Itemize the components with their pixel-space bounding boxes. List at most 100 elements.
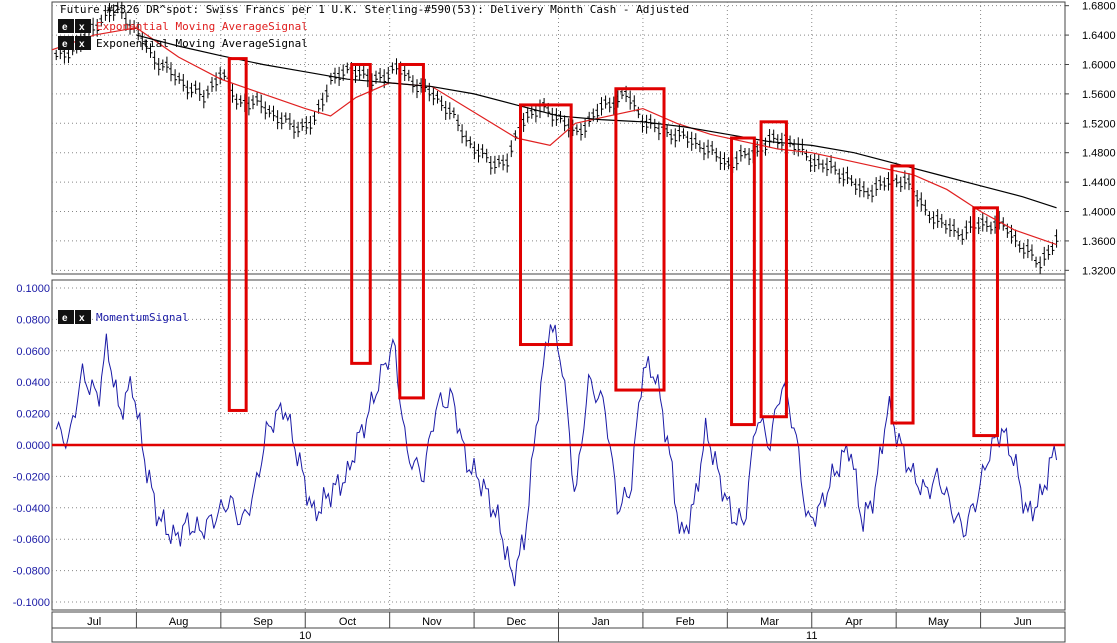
expand-button[interactable] [58, 310, 74, 324]
price-bar [771, 129, 776, 144]
price-bar [251, 95, 256, 110]
price-bar [669, 129, 674, 145]
price-bar [95, 18, 100, 37]
price-bar [210, 76, 215, 92]
price-bar [406, 69, 411, 82]
price-bar [677, 124, 682, 142]
price-bar [1025, 238, 1030, 259]
price-bar [238, 95, 243, 108]
price-bar [455, 114, 460, 132]
price-bar [435, 90, 440, 104]
price-bar [333, 67, 338, 84]
price-tick-label: 1.5200 [1082, 118, 1116, 130]
close-button[interactable] [75, 36, 91, 50]
price-bar [218, 67, 223, 85]
expand-button[interactable] [58, 36, 74, 50]
price-tick-label: 1.3200 [1082, 265, 1116, 277]
price-bar [632, 95, 637, 112]
price-bar [562, 115, 567, 132]
price-bar [644, 114, 649, 134]
price-bar [501, 154, 506, 171]
price-bar [480, 144, 485, 159]
price-bar [287, 113, 292, 130]
price-bar [960, 229, 965, 245]
price-bar [509, 140, 514, 158]
close-button[interactable] [75, 310, 91, 324]
price-bar [320, 92, 325, 112]
price-bar [148, 43, 153, 58]
price-bar [898, 176, 903, 192]
price-bar [484, 148, 489, 163]
price-bar [943, 219, 948, 234]
price-bar [123, 11, 128, 31]
price-bar [792, 139, 797, 156]
price-bar [410, 75, 415, 93]
momentum-tick-label: 0.0000 [16, 440, 50, 452]
price-bar [865, 187, 870, 200]
price-bar [1038, 256, 1043, 274]
price-bar [1054, 229, 1059, 248]
price-bar [464, 130, 469, 147]
price-bar [952, 218, 957, 237]
price-bar [857, 178, 862, 198]
price-bar [673, 128, 678, 148]
price-bar [870, 184, 875, 203]
price-bar [54, 49, 59, 61]
momentum-axis-ticks: 0.1000 0.0800 0.0600 0.0400 0.0200 0.0000 -0.0… [13, 283, 50, 609]
price-bar [808, 154, 813, 172]
momentum-legend-label: MomentumSignal [96, 311, 189, 324]
month-label: Apr [845, 616, 862, 628]
price-bar [169, 62, 174, 82]
price-tick-label: 1.6400 [1082, 30, 1116, 42]
price-bar [648, 114, 653, 129]
price-bar [919, 192, 924, 212]
close-button[interactable] [75, 19, 91, 33]
price-tick-label: 1.4000 [1082, 207, 1116, 219]
price-bar [300, 118, 305, 131]
month-label: Feb [676, 616, 695, 628]
expand-button-label: e [62, 313, 68, 324]
price-bar [824, 157, 829, 177]
price-bar [386, 66, 391, 85]
price-bar [496, 155, 501, 168]
momentum-tick-label: -0.1000 [13, 597, 50, 609]
price-bar [263, 101, 268, 120]
price-bar [255, 92, 260, 106]
price-bar [488, 155, 493, 175]
price-bar [324, 84, 329, 103]
price-bar [312, 111, 317, 125]
price-bar [144, 39, 149, 53]
price-bar [1046, 244, 1051, 260]
price-bar [607, 97, 612, 113]
price-bar [492, 155, 497, 174]
price-bar [431, 86, 436, 106]
price-bar [460, 124, 465, 144]
price-bar [222, 69, 227, 81]
price-bar [414, 79, 419, 99]
price-bar [357, 65, 362, 81]
price-bar [1021, 242, 1026, 259]
highlight-box [972, 206, 999, 438]
price-bar [947, 218, 952, 237]
price-bar [205, 85, 210, 99]
price-bar [292, 119, 297, 139]
price-bar [304, 116, 309, 135]
expand-button[interactable] [58, 19, 74, 33]
momentum-line [55, 324, 1058, 587]
highlight-box [519, 103, 573, 347]
price-bar [91, 17, 96, 37]
price-bar [402, 64, 407, 82]
ema-slow-legend: e x Exponential Moving AverageSignal [58, 36, 308, 50]
price-bar [197, 82, 202, 101]
price-bar [935, 209, 940, 228]
price-bar [837, 168, 842, 184]
price-bar [915, 189, 920, 207]
price-bar [177, 72, 182, 84]
ema-slow-legend-label: Exponential Moving AverageSignal [96, 37, 308, 50]
price-bar [181, 73, 186, 92]
price-bar [628, 90, 633, 110]
price-bar [107, 3, 112, 23]
price-bar [734, 151, 739, 171]
month-label: Jun [1014, 616, 1032, 628]
price-bar [189, 82, 194, 98]
